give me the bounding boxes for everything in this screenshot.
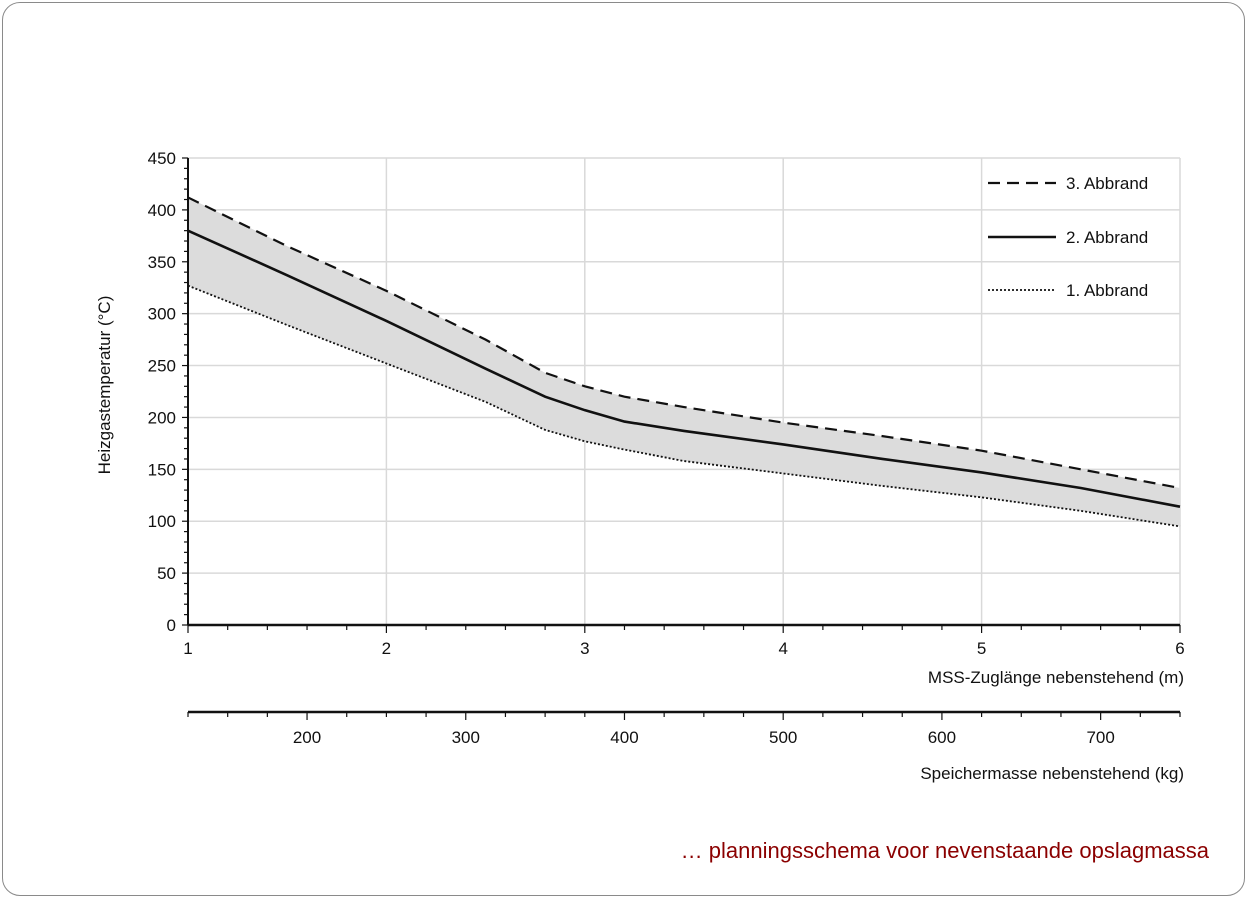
legend-label: 1. Abbrand xyxy=(1066,281,1148,300)
series-lines xyxy=(187,196,1181,528)
y-tick-label: 300 xyxy=(148,305,176,324)
x-tick-label: 1 xyxy=(183,639,192,658)
legend-label: 3. Abbrand xyxy=(1066,174,1148,193)
secondary-x-tick-label: 500 xyxy=(769,728,797,747)
y-tick-label: 200 xyxy=(148,408,176,427)
secondary-x-tick-label: 200 xyxy=(293,728,321,747)
y-tick-label: 450 xyxy=(148,149,176,168)
grid xyxy=(188,157,1181,625)
band-area xyxy=(188,197,1180,527)
y-tick-label: 350 xyxy=(148,253,176,272)
caption: … planningsschema voor nevenstaande opsl… xyxy=(680,838,1209,863)
secondary-x-axis-label: Speichermasse nebenstehend (kg) xyxy=(920,764,1184,783)
x-tick-label: 4 xyxy=(778,639,787,658)
secondary-x-tick-label: 700 xyxy=(1086,728,1114,747)
secondary-x-tick-label: 300 xyxy=(452,728,480,747)
series-line-1-abbrand xyxy=(187,284,1181,528)
legend-label: 2. Abbrand xyxy=(1066,228,1148,247)
x-tick-label: 5 xyxy=(977,639,986,658)
y-axis-label: Heizgastemperatur (°C) xyxy=(95,296,114,475)
series-line-3-abbrand xyxy=(187,196,1181,490)
axes: 0 50 100 150 200 250 300 350 400 450 1 2 3 4 5 6 200 300 4… xyxy=(148,149,1185,747)
x-tick-label: 3 xyxy=(580,639,589,658)
y-tick-label: 250 xyxy=(148,357,176,376)
x-tick-label: 2 xyxy=(382,639,391,658)
y-tick-label: 50 xyxy=(157,564,176,583)
legend: 3. Abbrand 2. Abbrand 1. Abbrand xyxy=(988,174,1148,300)
x-axis-label: MSS-Zuglänge nebenstehend (m) xyxy=(928,668,1184,687)
y-tick-label: 150 xyxy=(148,460,176,479)
y-tick-label: 400 xyxy=(148,201,176,220)
x-tick-label: 6 xyxy=(1175,639,1184,658)
y-tick-label: 100 xyxy=(148,512,176,531)
y-tick-label: 0 xyxy=(167,616,176,635)
secondary-x-tick-label: 400 xyxy=(610,728,638,747)
secondary-x-tick-label: 600 xyxy=(928,728,956,747)
series-line-2-abbrand xyxy=(187,229,1181,508)
